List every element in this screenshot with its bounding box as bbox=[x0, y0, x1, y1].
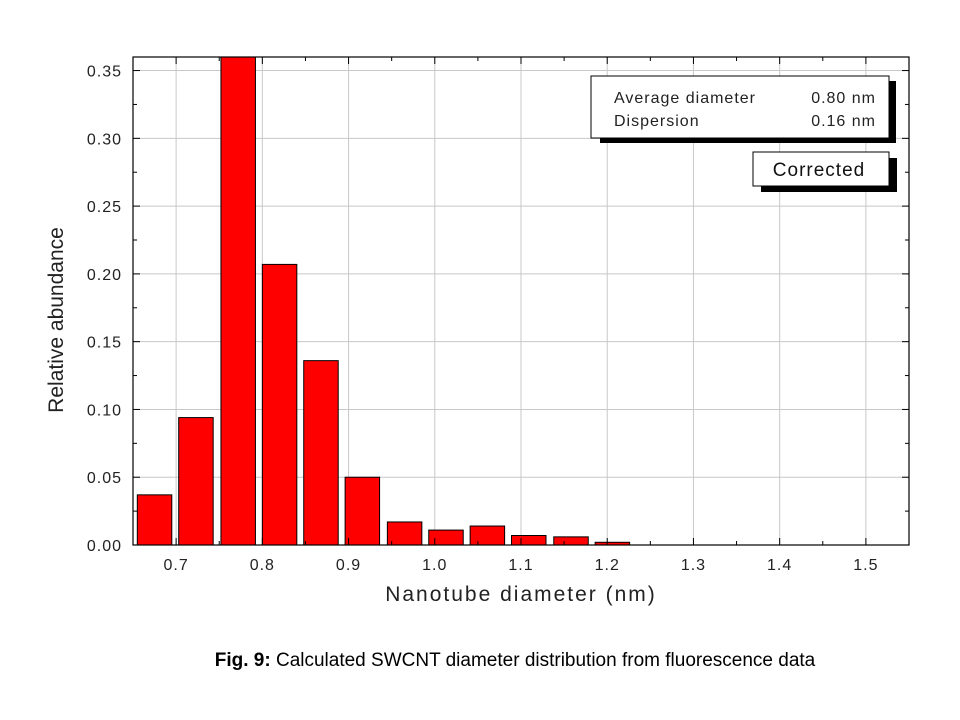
caption-text: Calculated SWCNT diameter distribution f… bbox=[270, 650, 816, 671]
bar bbox=[261, 263, 298, 546]
y-tick-label: 0.10 bbox=[87, 402, 122, 419]
y-axis-title: Relative abundance bbox=[45, 227, 68, 413]
corrected-badge-label: Corrected bbox=[773, 160, 865, 181]
x-tick-label: 1.2 bbox=[595, 557, 620, 574]
x-tick-label: 0.9 bbox=[336, 557, 361, 574]
stats-average-value: 0.80 nm bbox=[811, 90, 876, 107]
y-tick-label: 0.30 bbox=[87, 131, 122, 148]
x-tick-label: 1.5 bbox=[853, 557, 878, 574]
stats-dispersion-value: 0.16 nm bbox=[811, 113, 876, 130]
y-tick-labels: 0.00 0.05 0.10 0.15 0.20 0.25 0.30 0.35 bbox=[87, 64, 122, 555]
y-tick-label: 0.00 bbox=[87, 538, 122, 555]
x-tick-label: 1.3 bbox=[681, 557, 706, 574]
bar bbox=[553, 536, 589, 546]
x-tick-labels: 0.7 0.8 0.9 1.0 1.1 1.2 1.3 1.4 1.5 bbox=[163, 557, 878, 574]
bar bbox=[469, 525, 506, 546]
corrected-badge: Corrected bbox=[752, 151, 897, 192]
x-tick-label: 1.1 bbox=[508, 557, 533, 574]
stats-average-label: Average diameter bbox=[614, 90, 756, 107]
bar bbox=[511, 535, 547, 546]
y-tick-label: 0.05 bbox=[87, 470, 122, 487]
stats-box: Average diameter 0.80 nm Dispersion 0.16… bbox=[590, 75, 896, 143]
x-tick-label: 0.7 bbox=[163, 557, 188, 574]
bar bbox=[344, 476, 381, 546]
bar bbox=[220, 56, 256, 546]
y-tick-label: 0.15 bbox=[87, 335, 122, 352]
y-tick-label: 0.25 bbox=[87, 199, 122, 216]
x-tick-label: 1.0 bbox=[422, 557, 447, 574]
bar bbox=[428, 529, 464, 546]
bar bbox=[303, 360, 339, 546]
diameter-distribution-chart: 0.7 0.8 0.9 1.0 1.1 1.2 1.3 1.4 1.5 0.00 0.05 0.10… bbox=[45, 56, 910, 606]
ticks bbox=[132, 57, 910, 546]
x-tick-label: 0.8 bbox=[250, 557, 275, 574]
stats-dispersion-label: Dispersion bbox=[614, 113, 700, 130]
x-axis-title: Nanotube diameter (nm) bbox=[385, 583, 657, 606]
bar bbox=[136, 494, 173, 546]
bars bbox=[136, 56, 631, 546]
x-tick-label: 1.4 bbox=[767, 557, 792, 574]
figure-caption: Fig. 9: Calculated SWCNT diameter distri… bbox=[0, 650, 960, 672]
caption-label: Fig. 9: bbox=[214, 650, 271, 671]
y-tick-label: 0.35 bbox=[87, 64, 122, 81]
bar bbox=[178, 417, 214, 546]
y-tick-label: 0.20 bbox=[87, 267, 122, 284]
bar bbox=[386, 521, 423, 546]
